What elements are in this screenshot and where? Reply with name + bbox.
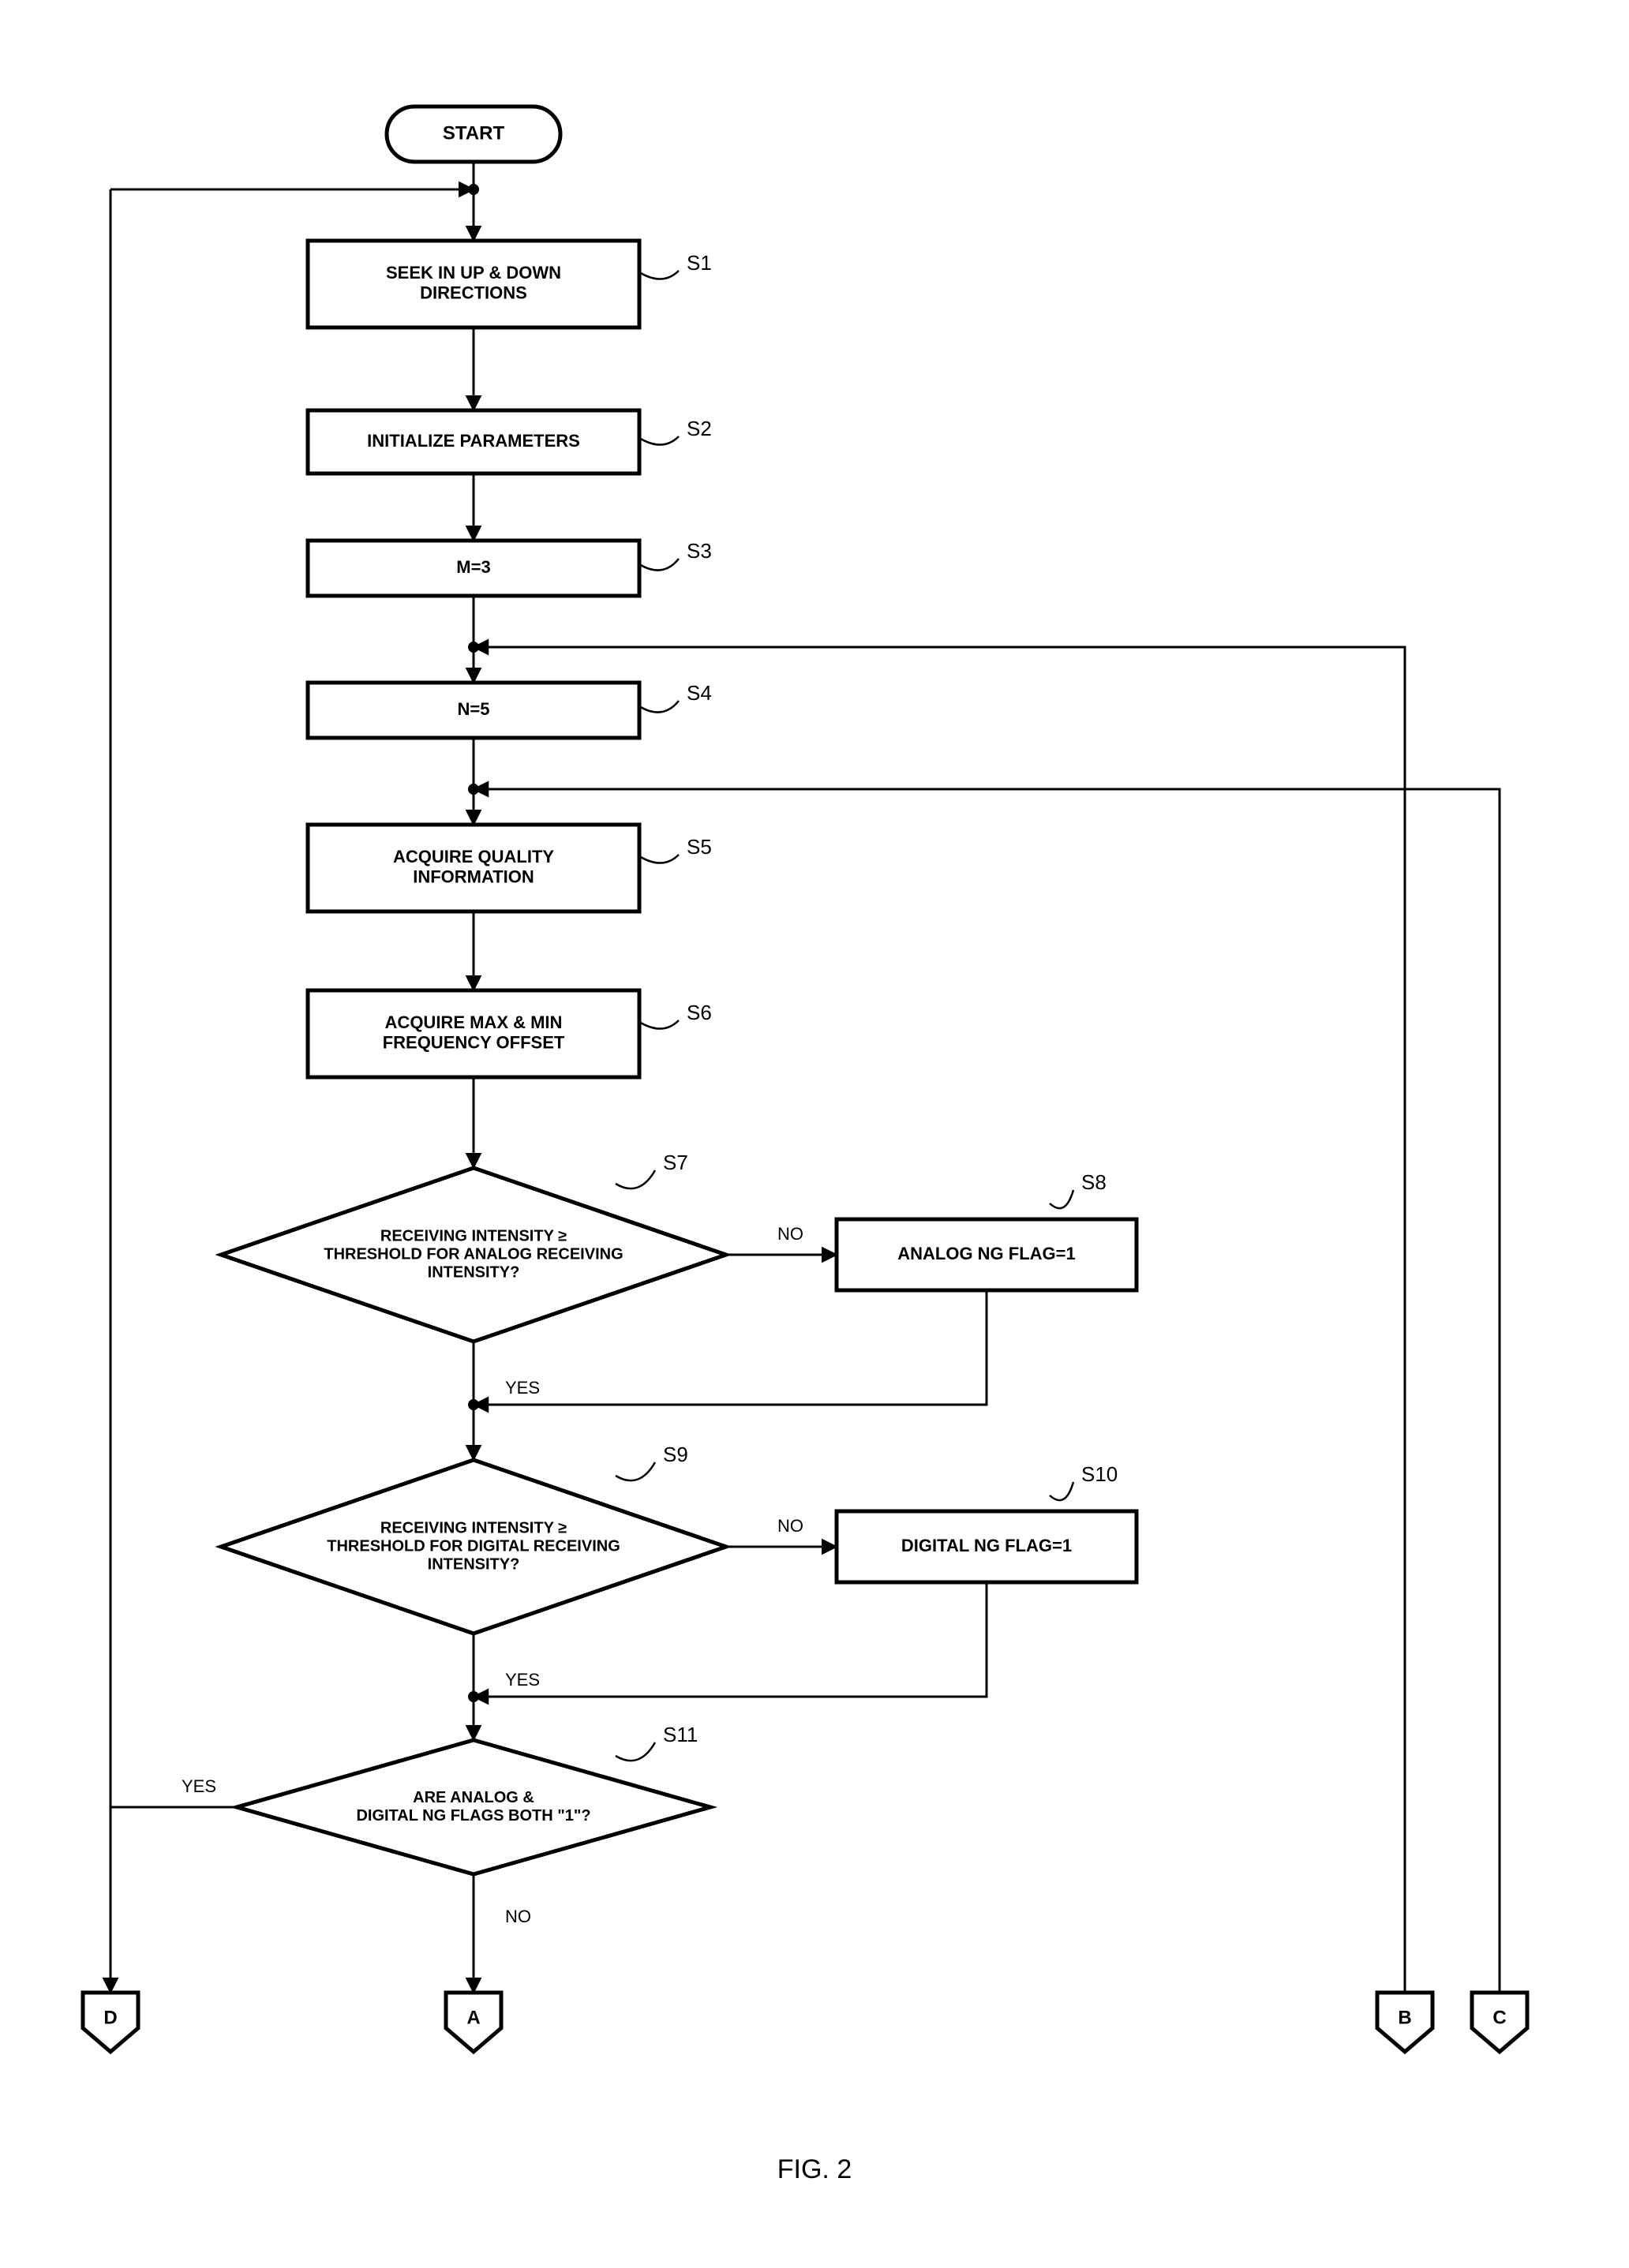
node-s8: ANALOG NG FLAG=1	[837, 1219, 1137, 1290]
step-label-s2: S2	[687, 417, 712, 440]
edge-label: NO	[505, 1907, 531, 1926]
svg-text:START: START	[443, 122, 505, 144]
node-s6: ACQUIRE MAX & MINFREQUENCY OFFSET	[308, 990, 639, 1077]
node-s10: DIGITAL NG FLAG=1	[837, 1511, 1137, 1582]
node-s11: ARE ANALOG &DIGITAL NG FLAGS BOTH "1"?	[237, 1740, 710, 1874]
node-connB: B	[1377, 1993, 1432, 2052]
edge-label: YES	[505, 1670, 540, 1690]
step-label-s6: S6	[687, 1001, 712, 1024]
svg-text:ANALOG NG FLAG=1: ANALOG NG FLAG=1	[897, 1244, 1076, 1263]
step-label-s4: S4	[687, 681, 712, 705]
node-s9: RECEIVING INTENSITY ≥THRESHOLD FOR DIGIT…	[221, 1460, 726, 1634]
step-label-s5: S5	[687, 835, 712, 859]
step-label-s3: S3	[687, 539, 712, 563]
node-s2: INITIALIZE PARAMETERS	[308, 410, 639, 473]
svg-text:D: D	[103, 2007, 117, 2028]
node-s5: ACQUIRE QUALITYINFORMATION	[308, 825, 639, 911]
step-label-s9: S9	[663, 1443, 688, 1466]
svg-text:DIGITAL NG FLAG=1: DIGITAL NG FLAG=1	[901, 1536, 1072, 1555]
node-connD: D	[83, 1993, 138, 2052]
flowchart: YES NO YES NO NO YES START SEEK IN UP & DOWNDIR…	[0, 0, 1629, 2268]
node-s4: N=5	[308, 683, 639, 738]
step-label-s1: S1	[687, 251, 712, 275]
svg-text:A: A	[466, 2007, 480, 2028]
edge-label: YES	[505, 1378, 540, 1398]
svg-text:C: C	[1492, 2007, 1506, 2028]
svg-text:INITIALIZE PARAMETERS: INITIALIZE PARAMETERS	[367, 431, 580, 451]
flow-edge	[110, 1807, 237, 1993]
node-s1: SEEK IN UP & DOWNDIRECTIONS	[308, 241, 639, 327]
node-connC: C	[1472, 1993, 1527, 2052]
edge-label: NO	[777, 1516, 803, 1536]
figure-caption: FIG. 2	[777, 2154, 852, 2184]
edge-label: NO	[777, 1224, 803, 1244]
svg-text:M=3: M=3	[456, 557, 490, 577]
svg-text:B: B	[1398, 2007, 1411, 2028]
node-start: START	[387, 107, 560, 162]
node-s7: RECEIVING INTENSITY ≥THRESHOLD FOR ANALO…	[221, 1168, 726, 1342]
svg-text:ACQUIRE QUALITYINFORMATION: ACQUIRE QUALITYINFORMATION	[393, 847, 554, 886]
node-s3: M=3	[308, 541, 639, 596]
node-connA: A	[446, 1993, 501, 2052]
svg-text:N=5: N=5	[458, 699, 490, 719]
edge-label: YES	[182, 1776, 216, 1796]
step-label-s8: S8	[1081, 1170, 1107, 1194]
svg-text:ACQUIRE MAX & MINFREQUENCY OFF: ACQUIRE MAX & MINFREQUENCY OFFSET	[383, 1012, 565, 1052]
step-label-s11: S11	[663, 1723, 698, 1746]
step-label-s7: S7	[663, 1151, 688, 1174]
step-label-s10: S10	[1081, 1462, 1118, 1486]
